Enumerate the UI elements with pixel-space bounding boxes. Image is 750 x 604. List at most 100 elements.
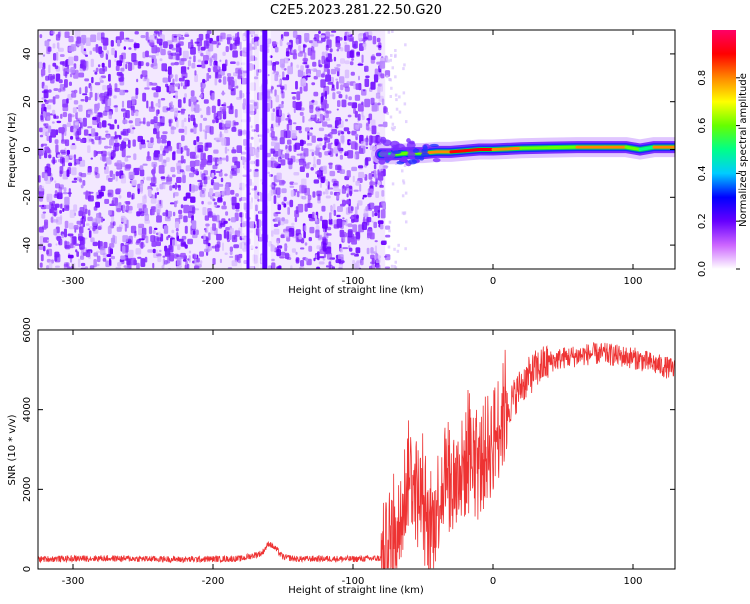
noise-speck — [321, 206, 325, 212]
noise-speck — [213, 182, 219, 190]
noise-speck — [320, 114, 323, 123]
noise-speck — [80, 173, 86, 177]
noise-speck — [181, 58, 187, 61]
noise-speck — [108, 74, 111, 82]
noise-speck — [174, 108, 178, 117]
noise-speck — [277, 241, 279, 247]
noise-speck — [157, 256, 161, 262]
noise-speck — [45, 76, 49, 81]
noise-speck — [359, 38, 362, 42]
noise-speck — [101, 138, 105, 140]
noise-speck — [365, 79, 370, 88]
noise-speck — [184, 93, 187, 98]
noise-speck — [315, 221, 319, 224]
noise-speck — [355, 181, 360, 186]
noise-speck — [369, 203, 375, 210]
noise-speck — [48, 47, 52, 52]
noise-speck — [176, 232, 178, 237]
noise-speck — [138, 238, 144, 240]
noise-speck — [215, 192, 221, 197]
noise-speck — [385, 235, 390, 238]
noise-speck — [193, 140, 196, 145]
noise-speck — [234, 40, 239, 46]
noise-speck — [179, 265, 182, 268]
noise-speck — [344, 42, 347, 45]
noise-speck — [362, 197, 364, 200]
noise-speck — [108, 193, 112, 196]
noise-speck — [208, 243, 211, 247]
noise-speck — [312, 62, 316, 67]
noise-speck — [322, 145, 325, 150]
noise-speck — [209, 246, 212, 251]
noise-speck — [363, 89, 366, 91]
noise-speck — [217, 241, 221, 248]
noise-speck — [301, 179, 306, 186]
noise-speck — [153, 230, 156, 234]
noise-speck — [393, 248, 396, 251]
noise-speck — [143, 79, 147, 82]
noise-speck — [221, 92, 225, 94]
noise-speck — [183, 197, 187, 201]
noise-speck — [270, 245, 276, 251]
noise-speck — [282, 181, 286, 184]
noise-speck — [91, 77, 94, 83]
noise-speck — [68, 192, 72, 194]
noise-speck — [225, 253, 228, 256]
noise-speck — [232, 36, 235, 39]
noise-speck — [339, 76, 344, 83]
noise-speck — [132, 180, 137, 186]
noise-speck — [96, 217, 101, 224]
noise-speck — [185, 80, 187, 86]
noise-speck — [163, 184, 165, 190]
noise-speck — [316, 70, 321, 77]
noise-speck — [223, 76, 226, 85]
colorbar-tick-label: 0.2 — [697, 213, 708, 229]
noise-speck — [153, 128, 157, 134]
noise-speck — [195, 42, 200, 44]
noise-speck — [193, 55, 196, 62]
noise-speck — [404, 247, 407, 250]
noise-speck — [108, 210, 112, 215]
noise-speck — [225, 121, 231, 128]
noise-speck — [124, 201, 129, 204]
noise-speck — [399, 111, 402, 114]
noise-speck — [364, 42, 367, 50]
noise-speck — [394, 49, 397, 52]
noise-speck — [151, 101, 154, 109]
noise-speck — [114, 119, 117, 124]
noise-speck — [42, 150, 45, 153]
noise-speck — [45, 40, 50, 46]
noise-speck — [122, 235, 128, 242]
noise-speck — [345, 219, 347, 227]
colorbar-tick-label: 0.8 — [697, 70, 708, 86]
noise-speck — [140, 181, 143, 188]
noise-speck — [116, 176, 118, 182]
noise-speck — [174, 36, 177, 38]
noise-speck — [212, 106, 216, 113]
noise-speck — [155, 32, 159, 34]
noise-speck — [195, 169, 199, 172]
noise-speck — [206, 143, 212, 148]
noise-speck — [166, 157, 170, 162]
noise-speck — [326, 265, 329, 267]
noise-speck — [371, 136, 377, 143]
noise-speck — [177, 244, 180, 250]
noise-speck — [151, 64, 154, 68]
noise-speck — [345, 45, 350, 52]
noise-speck — [392, 182, 395, 185]
noise-speck — [135, 88, 138, 95]
noise-speck — [331, 88, 336, 91]
noise-speck — [72, 143, 76, 145]
noise-speck — [151, 241, 156, 247]
noise-speck — [169, 185, 172, 190]
noise-speck — [190, 197, 195, 203]
signal-blob — [406, 138, 411, 143]
noise-speck — [74, 56, 79, 62]
noise-speck — [364, 99, 370, 108]
noise-speck — [64, 264, 69, 267]
noise-speck — [238, 129, 242, 136]
noise-speck — [224, 230, 227, 239]
noise-speck — [170, 53, 176, 56]
noise-speck — [60, 114, 62, 119]
signal-core-segment — [521, 148, 549, 149]
